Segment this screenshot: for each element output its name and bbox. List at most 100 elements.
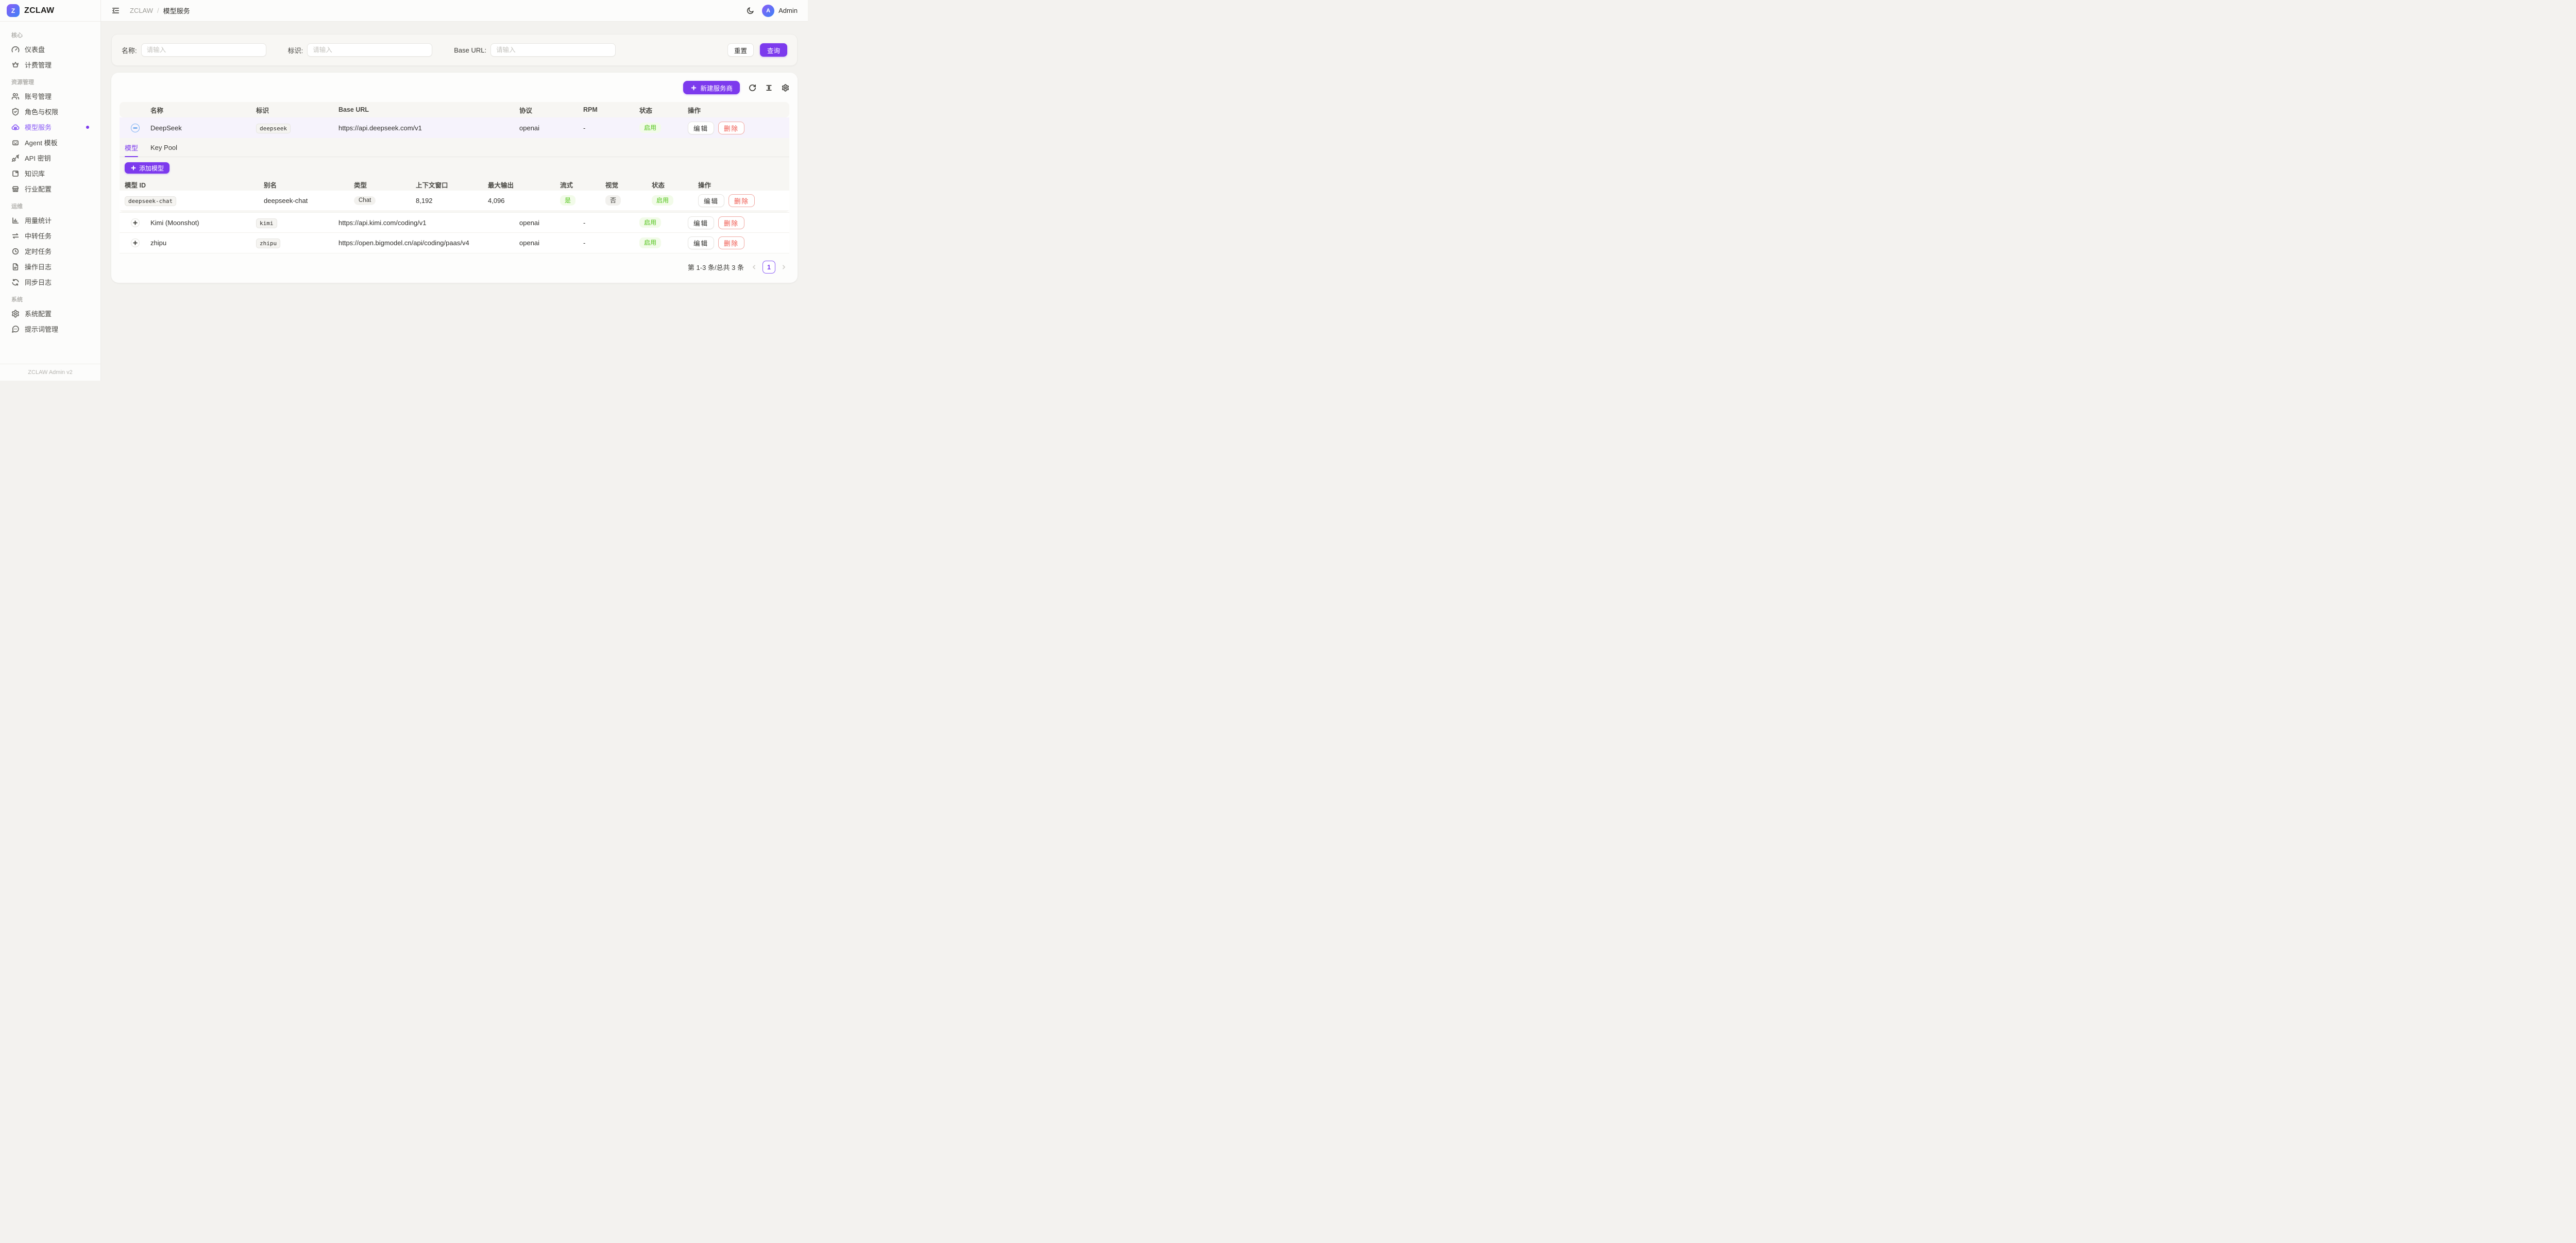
providers-panel: 新建服务商 名称 标识 Base URL 协议 RPM — [111, 73, 798, 283]
app-logo[interactable]: Z ZCLAW — [0, 0, 100, 22]
delete-button[interactable]: 删除 — [718, 216, 745, 229]
sidebar-item-roles[interactable]: 角色与权限 — [6, 104, 94, 119]
header-base-url: Base URL — [338, 106, 369, 113]
collapse-row-button[interactable] — [130, 123, 140, 132]
sidebar-item-cron-tasks[interactable]: 定时任务 — [6, 244, 94, 259]
table-toolbar: 新建服务商 — [120, 81, 789, 94]
plus-icon — [690, 84, 697, 91]
edit-button[interactable]: 编辑 — [698, 194, 725, 207]
sidebar-item-usage-stats[interactable]: 用量统计 — [6, 213, 94, 228]
header-context-window: 上下文窗口 — [416, 181, 448, 189]
breadcrumb-root[interactable]: ZCLAW — [130, 7, 154, 14]
row-density-button[interactable] — [765, 84, 773, 92]
chevron-left-icon — [751, 264, 757, 270]
sidebar-item-label: 行业配置 — [25, 185, 52, 193]
sidebar-item-label: 系统配置 — [25, 310, 52, 318]
bar-chart-icon — [11, 216, 20, 225]
status-badge: 启用 — [639, 122, 662, 133]
header-rpm: RPM — [583, 106, 598, 113]
moon-icon — [746, 7, 754, 15]
sidebar-item-dashboard[interactable]: 仪表盘 — [6, 42, 94, 57]
file-text-icon — [11, 263, 20, 271]
user-name: Admin — [778, 7, 798, 14]
next-page-button[interactable] — [781, 264, 787, 270]
provider-base-url: https://api.deepseek.com/v1 — [338, 124, 422, 132]
sidebar-item-label: 知识库 — [25, 170, 45, 178]
sidebar-item-relay-tasks[interactable]: 中转任务 — [6, 228, 94, 243]
user-menu[interactable]: A Admin — [762, 4, 798, 17]
page-content: 名称: 标识: Base URL: 重置 查询 新建服务商 — [101, 22, 808, 381]
sidebar-item-operation-logs[interactable]: 操作日志 — [6, 259, 94, 274]
row-height-icon — [765, 84, 773, 92]
edit-button[interactable]: 编辑 — [688, 216, 715, 229]
sidebar-item-prompt-management[interactable]: 提示词管理 — [6, 321, 94, 336]
header-slug: 标识 — [256, 107, 269, 114]
add-model-button[interactable]: 添加模型 — [125, 162, 170, 174]
sidebar-item-label: Agent 模板 — [25, 139, 58, 147]
breadcrumb-separator: / — [157, 7, 159, 14]
create-provider-button[interactable]: 新建服务商 — [683, 81, 740, 94]
page-number-button[interactable]: 1 — [762, 261, 775, 274]
filter-baseurl-group: Base URL: — [454, 43, 616, 57]
reload-icon — [749, 84, 756, 92]
sidebar-item-sync-logs[interactable]: 同步日志 — [6, 275, 94, 290]
model-context-window: 8,192 — [416, 196, 433, 205]
sidebar-item-agent-templates[interactable]: Agent 模板 — [6, 135, 94, 150]
sidebar-item-industry-config[interactable]: 行业配置 — [6, 181, 94, 196]
add-model-label: 添加模型 — [139, 164, 164, 172]
plus-icon — [132, 220, 138, 226]
sidebar-item-accounts[interactable]: 账号管理 — [6, 89, 94, 104]
filter-slug-input[interactable] — [307, 43, 433, 57]
delete-button[interactable]: 删除 — [728, 194, 755, 207]
refresh-table-button[interactable] — [749, 84, 756, 92]
sidebar-item-label: 计费管理 — [25, 61, 52, 69]
sidebar-item-knowledge-base[interactable]: 知识库 — [6, 166, 94, 181]
sidebar-version: ZCLAW Admin v2 — [0, 364, 100, 381]
add-model-row: 添加模型 — [120, 157, 789, 178]
filter-name-group: 名称: — [122, 43, 266, 57]
minus-icon — [132, 125, 138, 131]
expand-row-button[interactable] — [130, 218, 140, 227]
plug-cable-icon — [11, 154, 20, 162]
expand-row-button[interactable] — [130, 239, 140, 247]
provider-expanded-panel: 模型 Key Pool 添加模型 模型 ID 别名 类型 上下文窗口 最大输出 … — [120, 138, 789, 212]
model-max-output: 4,096 — [488, 196, 505, 205]
active-indicator-dot — [86, 125, 89, 129]
store-icon — [11, 185, 20, 193]
model-id-badge: deepseek-chat — [125, 196, 177, 206]
sidebar-item-model-services[interactable]: 模型服务 — [6, 120, 94, 134]
pagination: 第 1-3 条/总共 3 条 1 — [120, 253, 789, 277]
avatar: A — [762, 4, 775, 17]
users-icon — [11, 92, 20, 100]
clock-icon — [11, 247, 20, 256]
tab-models[interactable]: 模型 — [125, 138, 139, 157]
model-type-badge: Chat — [354, 196, 376, 205]
provider-rpm: - — [583, 218, 586, 227]
filter-baseurl-input[interactable] — [490, 43, 616, 57]
nav-section-system: 系统 — [11, 297, 23, 303]
search-button[interactable]: 查询 — [759, 43, 787, 57]
prev-page-button[interactable] — [751, 264, 757, 270]
dark-mode-toggle[interactable] — [746, 7, 754, 15]
gear-icon — [782, 84, 789, 92]
model-alias: deepseek-chat — [264, 196, 308, 205]
sidebar-item-label: 仪表盘 — [25, 46, 45, 54]
header-actions: A Admin — [746, 4, 798, 17]
reset-button[interactable]: 重置 — [727, 43, 754, 57]
filter-name-input[interactable] — [141, 43, 266, 57]
sidebar-collapse-button[interactable] — [111, 6, 122, 16]
provider-protocol: openai — [519, 239, 540, 247]
table-settings-button[interactable] — [782, 84, 789, 92]
tab-key-pool[interactable]: Key Pool — [150, 143, 178, 151]
sidebar-item-billing[interactable]: 计费管理 — [6, 57, 94, 72]
sidebar-item-api-keys[interactable]: API 密钥 — [6, 150, 94, 165]
sidebar-item-system-config[interactable]: 系统配置 — [6, 306, 94, 321]
edit-button[interactable]: 编辑 — [688, 121, 715, 134]
sidebar-item-label: 用量统计 — [25, 217, 52, 225]
header-type: 类型 — [354, 181, 367, 189]
delete-button[interactable]: 删除 — [718, 236, 745, 249]
vision-badge: 否 — [605, 195, 621, 206]
edit-button[interactable]: 编辑 — [688, 236, 715, 249]
status-badge: 启用 — [652, 195, 674, 206]
delete-button[interactable]: 删除 — [718, 121, 745, 134]
